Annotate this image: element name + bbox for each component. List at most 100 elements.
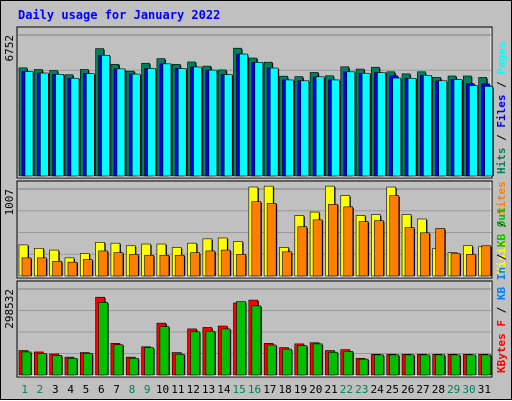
- y-max-label: 298532: [3, 289, 16, 329]
- bar: [266, 203, 277, 277]
- bar: [190, 252, 200, 277]
- bar: [407, 77, 417, 177]
- bar: [220, 249, 231, 277]
- bar: [297, 345, 308, 376]
- day-label: 22: [340, 383, 353, 396]
- bar: [469, 85, 478, 177]
- day-label: 4: [67, 383, 74, 396]
- bar: [374, 220, 384, 277]
- day-label: 29: [447, 383, 460, 396]
- legend-item: Pages: [495, 42, 508, 75]
- day-label: 12: [187, 383, 200, 396]
- bar: [67, 261, 78, 277]
- bar: [266, 344, 277, 376]
- day-label: 9: [144, 383, 151, 396]
- bar: [420, 354, 430, 376]
- legend-item: Visits: [495, 234, 508, 274]
- day-label: 27: [416, 383, 429, 396]
- bar: [162, 63, 172, 177]
- bar: [328, 203, 338, 277]
- day-label: 11: [171, 383, 184, 396]
- day-label: 13: [202, 383, 215, 396]
- bar: [98, 302, 108, 376]
- day-label: 2: [37, 383, 44, 396]
- bar: [52, 355, 62, 376]
- panel-bottom: 298532: [3, 280, 493, 378]
- bar: [435, 354, 446, 376]
- day-label: 28: [432, 383, 445, 396]
- bar: [85, 73, 95, 177]
- bar: [312, 219, 323, 277]
- bar: [300, 80, 310, 177]
- day-label: 20: [309, 383, 322, 396]
- bar: [113, 252, 124, 277]
- bar: [269, 67, 279, 177]
- legend-item: /: [495, 128, 508, 148]
- bar: [223, 74, 233, 177]
- day-label: 19: [294, 383, 307, 396]
- bar: [70, 77, 80, 177]
- bar: [193, 66, 202, 177]
- bar: [159, 254, 170, 277]
- legend-item: KB Out: [495, 207, 508, 247]
- day-label: 10: [156, 383, 169, 396]
- bar: [239, 53, 248, 177]
- bar: [358, 358, 369, 376]
- bar: [116, 68, 126, 177]
- bar: [466, 254, 476, 277]
- bar: [404, 354, 415, 376]
- legend-item: /: [495, 214, 508, 234]
- bar: [438, 80, 448, 177]
- chart-title: Daily usage for January 2022: [18, 8, 220, 22]
- bar: [55, 74, 64, 177]
- bar: [220, 328, 231, 376]
- day-label: 14: [217, 383, 231, 396]
- legend-item: Sites: [495, 181, 508, 214]
- day-label: 15: [233, 383, 246, 396]
- bar: [423, 75, 432, 177]
- bar: [331, 79, 340, 177]
- day-label: 25: [386, 383, 399, 396]
- bar: [251, 305, 262, 376]
- legend-item: Files: [495, 95, 508, 128]
- bar: [481, 354, 491, 376]
- bar: [128, 254, 139, 277]
- bar: [481, 245, 491, 277]
- bar: [174, 254, 185, 277]
- bar: [113, 344, 124, 376]
- bar: [389, 195, 400, 277]
- bar: [285, 79, 294, 177]
- day-label: 21: [324, 383, 337, 396]
- bar: [208, 69, 218, 177]
- bar: [389, 354, 400, 376]
- bar: [205, 250, 216, 277]
- day-label: 16: [248, 383, 261, 396]
- series-pages: [24, 53, 494, 177]
- y-max-label: 6752: [3, 35, 16, 62]
- bar: [236, 254, 246, 277]
- bar: [312, 343, 323, 376]
- bar: [128, 357, 139, 376]
- bar: [450, 253, 461, 277]
- day-label: 18: [279, 383, 292, 396]
- series-sites: [21, 195, 492, 277]
- bar: [361, 72, 371, 177]
- panels-layer: 6752 1007 298532: [3, 26, 494, 378]
- day-label: 8: [129, 383, 136, 396]
- y-max-label: 1007: [3, 189, 16, 216]
- bar: [190, 331, 200, 376]
- legend-item: KBytes: [495, 333, 508, 373]
- day-label: 30: [462, 383, 475, 396]
- series-kb-out: [21, 301, 492, 376]
- bar: [453, 79, 463, 177]
- bar: [282, 348, 292, 376]
- bar: [251, 201, 262, 277]
- bar: [144, 347, 154, 376]
- day-label: 3: [52, 383, 59, 396]
- bar: [21, 257, 32, 277]
- bar: [21, 351, 32, 376]
- bar: [435, 228, 446, 277]
- bar: [346, 71, 356, 177]
